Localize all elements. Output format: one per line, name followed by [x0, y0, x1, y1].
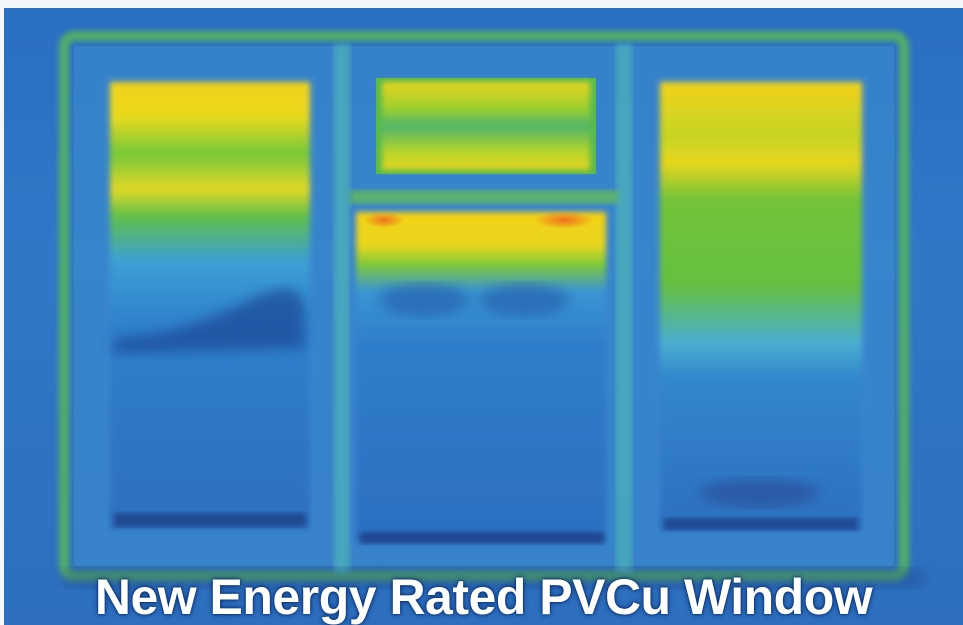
sill-shadow: [64, 568, 924, 588]
thermal-image: New Energy Rated PVCu Window: [4, 8, 963, 625]
image-caption: New Energy Rated PVCu Window: [94, 569, 873, 625]
center-pane: [350, 208, 612, 546]
left-pane: [104, 76, 316, 536]
left-mullion: [334, 44, 350, 574]
thermal-window-graphic: [59, 31, 924, 588]
top-center-pane: [376, 78, 596, 174]
transom: [350, 190, 618, 204]
right-pane: [654, 76, 868, 538]
right-mullion: [616, 44, 632, 574]
